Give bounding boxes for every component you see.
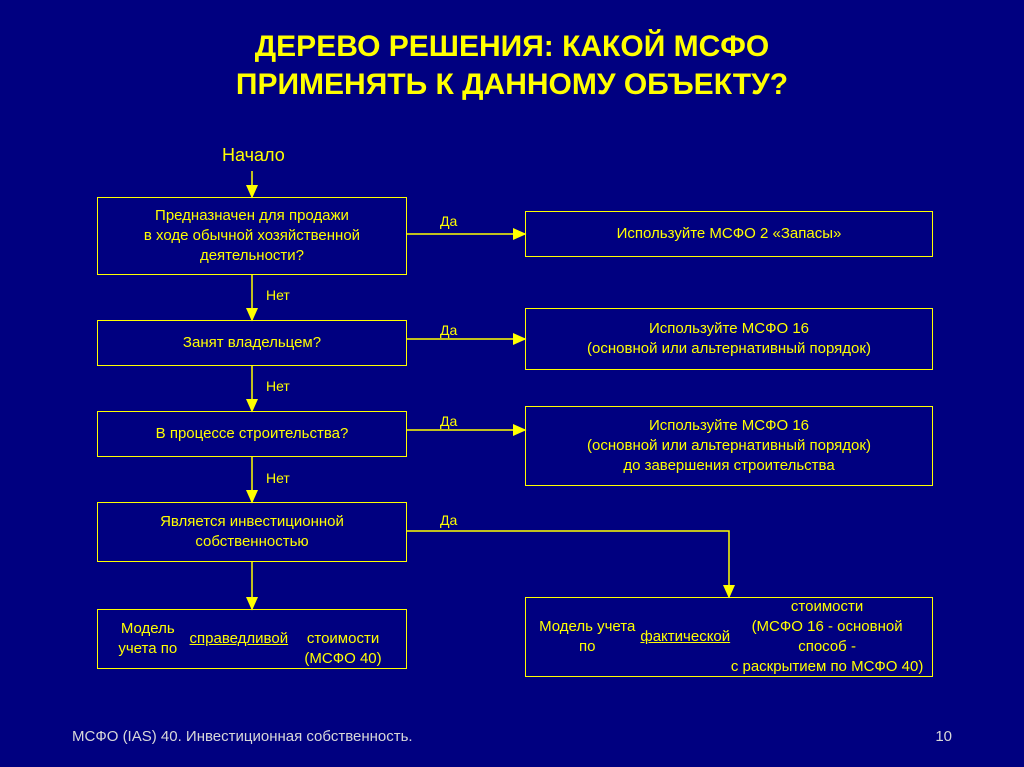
page-title: ДЕРЕВО РЕШЕНИЯ: КАКОЙ МСФО ПРИМЕНЯТЬ К Д… [0, 0, 1024, 103]
q4-box: Является инвестиционной собственностью [97, 502, 407, 562]
page-number: 10 [935, 728, 952, 745]
edge-label-3: Да [440, 512, 457, 528]
footer-text: МСФО (IAS) 40. Инвестиционная собственно… [72, 728, 413, 745]
underline-actual: фактической [640, 627, 730, 647]
q1-box: Предназначен для продажи в ходе обычной … [97, 197, 407, 275]
edge-label-2: Да [440, 413, 457, 429]
a4-box: Модель учета по фактической стоимости(МС… [525, 597, 933, 677]
a2-box: Используйте МСФО 16 (основной или альтер… [525, 308, 933, 370]
underline-fair: справедливой [190, 629, 289, 649]
q3-box: В процессе строительства? [97, 411, 407, 457]
edge-label-4: Нет [266, 287, 290, 303]
title-line-2: ПРИМЕНЯТЬ К ДАННОМУ ОБЪЕКТУ? [236, 68, 788, 101]
edge-label-1: Да [440, 322, 457, 338]
start-label: Начало [222, 145, 285, 166]
q2-box: Занят владельцем? [97, 320, 407, 366]
edge-label-5: Нет [266, 378, 290, 394]
edge-label-0: Да [440, 213, 457, 229]
edge-label-6: Нет [266, 470, 290, 486]
a5-box: Модель учета по справедливойстоимости (М… [97, 609, 407, 669]
a1-box: Используйте МСФО 2 «Запасы» [525, 211, 933, 257]
a3-box: Используйте МСФО 16 (основной или альтер… [525, 406, 933, 486]
title-line-1: ДЕРЕВО РЕШЕНИЯ: КАКОЙ МСФО [255, 30, 769, 63]
